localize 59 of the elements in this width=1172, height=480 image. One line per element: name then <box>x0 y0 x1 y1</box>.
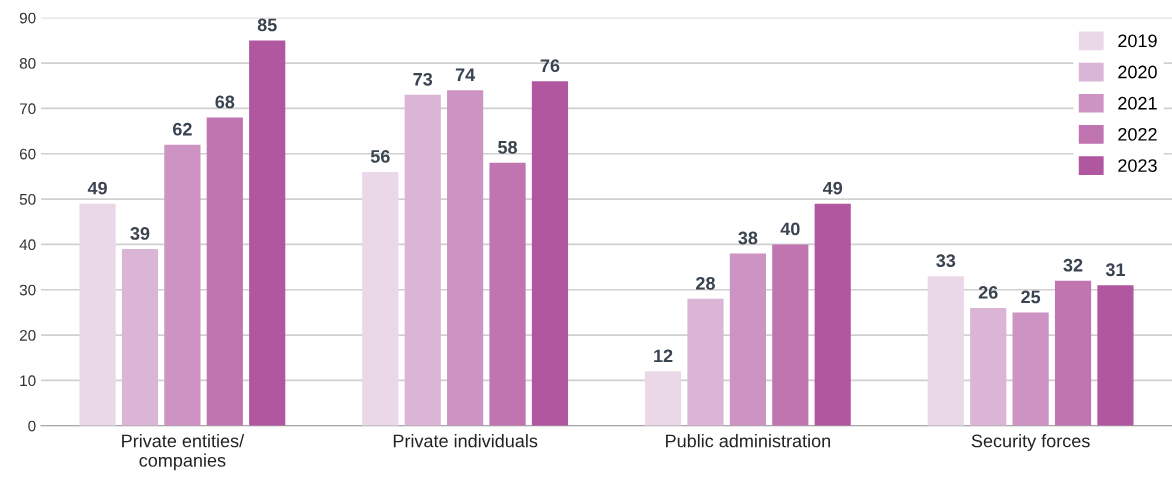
legend-label: 2021 <box>1118 96 1157 110</box>
y-tick-label: 70 <box>19 103 36 115</box>
data-label: 85 <box>257 18 277 32</box>
bar <box>206 117 243 426</box>
bar <box>1097 285 1134 426</box>
data-label: 49 <box>87 181 107 195</box>
y-tick-label: 90 <box>19 12 36 24</box>
bar <box>729 253 766 426</box>
data-label: 76 <box>540 59 560 73</box>
data-label: 74 <box>455 68 476 81</box>
data-label: 12 <box>654 349 673 363</box>
bar <box>164 144 201 426</box>
bar <box>404 94 441 426</box>
data-label: 58 <box>498 140 518 154</box>
data-label: 73 <box>413 72 433 86</box>
y-tick-label: 20 <box>19 329 36 341</box>
data-label: 68 <box>215 95 235 109</box>
data-label: 32 <box>1063 258 1083 272</box>
bar <box>687 298 724 426</box>
data-label: 39 <box>130 227 150 240</box>
bar <box>1012 312 1049 426</box>
data-label: 56 <box>370 149 390 163</box>
data-label: 25 <box>1021 290 1041 304</box>
x-tick-label: Private entities/ companies <box>122 434 245 471</box>
data-label: 26 <box>978 285 998 299</box>
y-tick-label: 0 <box>28 420 36 432</box>
bar <box>644 371 682 426</box>
x-tick-label: Security forces <box>971 434 1090 451</box>
bar <box>249 40 286 426</box>
y-tick-label: 60 <box>19 148 36 160</box>
bar <box>1054 280 1092 426</box>
x-tick-label: Public administration <box>666 434 831 448</box>
bar <box>447 90 484 426</box>
x-tick-label: Private individuals <box>393 434 538 448</box>
bar <box>79 203 116 426</box>
bar <box>489 162 526 426</box>
y-tick-label: 40 <box>19 239 36 251</box>
bar <box>362 171 399 426</box>
data-label: 40 <box>780 222 800 236</box>
y-tick-label: 80 <box>19 57 36 69</box>
data-label: 38 <box>738 231 758 245</box>
y-tick-label: 50 <box>19 193 36 205</box>
bar <box>772 244 809 426</box>
y-tick-label: 10 <box>20 375 36 387</box>
legend-label: 2023 <box>1118 159 1157 172</box>
data-label: 28 <box>696 276 715 290</box>
bar <box>121 248 159 426</box>
bar <box>927 276 964 426</box>
data-label: 33 <box>936 254 956 268</box>
legend-label: 2022 <box>1118 127 1157 141</box>
data-label: 31 <box>1105 263 1125 277</box>
bar <box>970 307 1007 426</box>
data-label: 62 <box>173 122 192 136</box>
legend-label: 2019 <box>1118 34 1157 48</box>
data-label: 49 <box>822 181 843 195</box>
legend-label: 2020 <box>1118 65 1157 79</box>
bar <box>531 81 569 426</box>
y-tick-label: 30 <box>19 284 36 296</box>
bar <box>814 203 851 426</box>
